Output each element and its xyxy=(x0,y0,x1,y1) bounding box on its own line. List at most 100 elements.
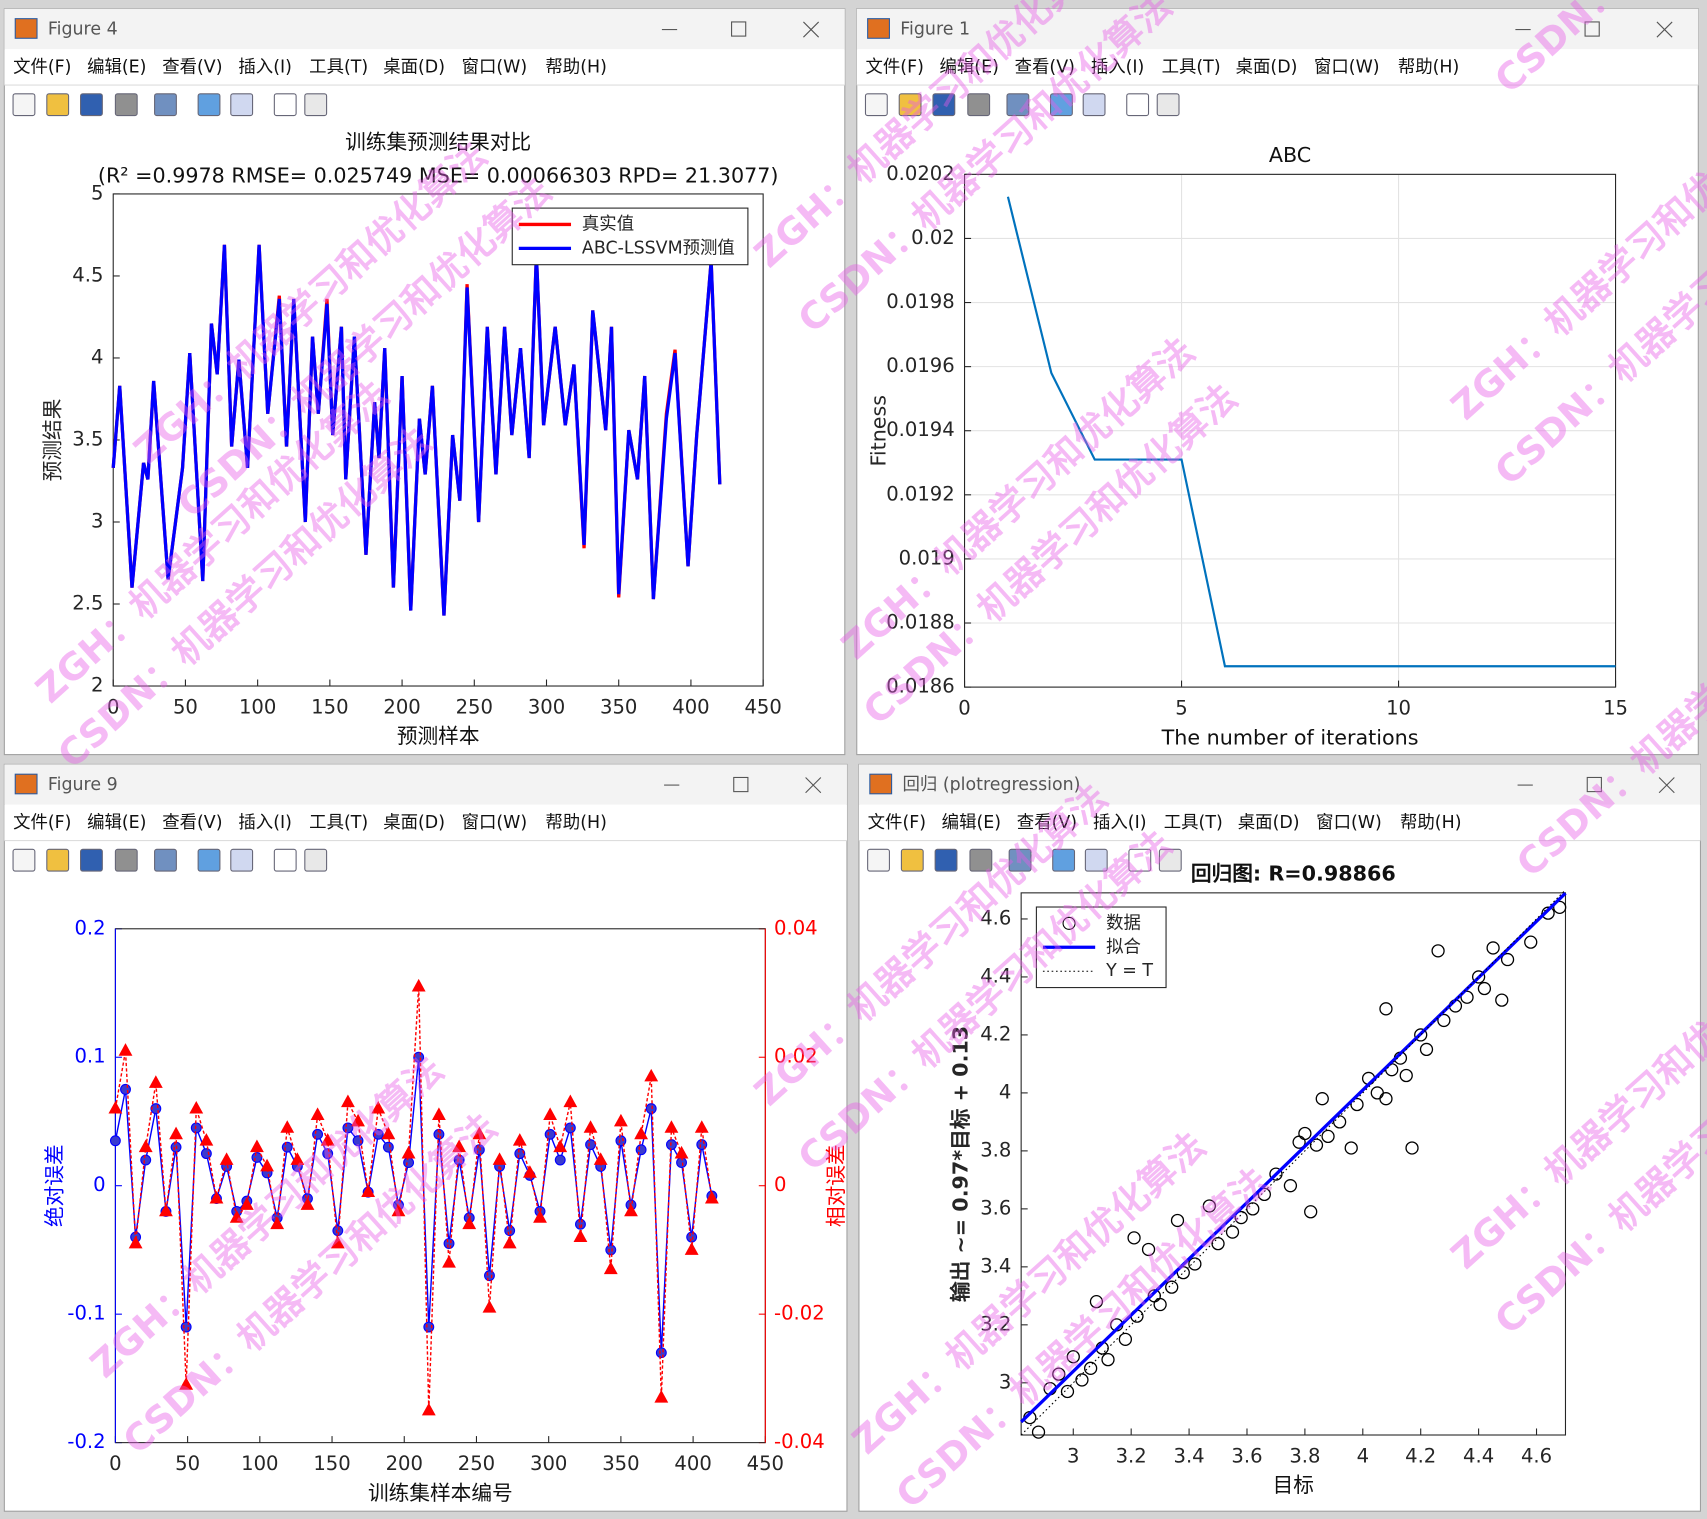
marker xyxy=(613,1113,628,1127)
toolbar-button[interactable] xyxy=(273,848,297,872)
data-point xyxy=(1031,1425,1046,1439)
menu-item[interactable]: 工具(T) xyxy=(309,813,368,833)
menu-item[interactable]: 桌面(D) xyxy=(1238,813,1300,833)
marker xyxy=(179,1377,194,1390)
menu-item[interactable]: 编辑(E) xyxy=(87,58,146,78)
menu-item[interactable]: 插入(I) xyxy=(1093,813,1147,833)
toolbar-button[interactable] xyxy=(114,848,138,872)
x-tick-label: 150 xyxy=(313,1452,350,1475)
menu-bar xyxy=(856,49,1699,86)
menu-item[interactable]: 编辑(E) xyxy=(940,58,999,78)
toolbar-button[interactable] xyxy=(1158,848,1182,872)
toolbar-button[interactable] xyxy=(197,848,221,872)
toolbar-button[interactable] xyxy=(80,848,103,872)
menu-item[interactable]: 文件(F) xyxy=(868,813,926,833)
toolbar-button[interactable] xyxy=(932,93,956,117)
marker xyxy=(281,1141,293,1153)
toolbar-button[interactable] xyxy=(934,848,958,872)
marker xyxy=(504,1225,516,1237)
menu-item[interactable]: 帮助(H) xyxy=(545,58,606,78)
menu-item[interactable]: 窗口(W) xyxy=(462,813,528,833)
marker xyxy=(199,1133,214,1146)
toolbar-button[interactable] xyxy=(154,848,177,872)
close-button[interactable] xyxy=(803,21,820,38)
menu-item[interactable]: 工具(T) xyxy=(1164,813,1223,833)
menu-item[interactable]: 查看(V) xyxy=(1015,58,1075,78)
menu-item[interactable]: 查看(V) xyxy=(1017,813,1077,833)
toolbar-button[interactable] xyxy=(197,93,221,117)
toolbar-button[interactable] xyxy=(1128,848,1152,872)
toolbar-button[interactable] xyxy=(1084,848,1108,872)
menu-item[interactable]: 帮助(H) xyxy=(545,813,606,833)
maximize-button[interactable] xyxy=(1584,21,1600,37)
marker xyxy=(371,1100,386,1114)
toolbar-button[interactable] xyxy=(46,848,70,872)
menu-item[interactable]: 文件(F) xyxy=(13,813,71,833)
toolbar-button[interactable] xyxy=(154,93,177,117)
menu-item[interactable]: 窗口(W) xyxy=(1314,58,1380,78)
menu-item[interactable]: 查看(V) xyxy=(162,58,222,78)
menu-item[interactable]: 编辑(E) xyxy=(87,813,146,833)
toolbar-button[interactable] xyxy=(867,848,890,872)
menu-item[interactable]: 帮助(H) xyxy=(1398,58,1459,78)
close-button[interactable] xyxy=(1658,777,1675,794)
toolbar-button[interactable] xyxy=(114,93,138,117)
menu-item[interactable]: 桌面(D) xyxy=(383,58,445,78)
toolbar-button[interactable] xyxy=(1126,93,1150,117)
toolbar-button[interactable] xyxy=(898,93,922,117)
toolbar-button[interactable] xyxy=(230,848,254,872)
menu-item[interactable]: 窗口(W) xyxy=(1316,813,1382,833)
menu-item[interactable]: 窗口(W) xyxy=(462,58,528,78)
legend-label: 拟合 xyxy=(1106,937,1141,957)
marker xyxy=(322,1148,334,1160)
data-point xyxy=(1165,1280,1179,1294)
y-tick-label: 4.5 xyxy=(72,263,103,286)
menu-item[interactable]: 查看(V) xyxy=(162,813,222,833)
x-tick-label: 250 xyxy=(456,695,493,718)
menu-item[interactable]: 桌面(D) xyxy=(383,813,445,833)
y-axis-label: 绝对误差 xyxy=(43,1144,67,1227)
toolbar-button[interactable] xyxy=(46,93,70,117)
x-tick-label: 4 xyxy=(1357,1444,1369,1467)
menu-item[interactable]: 帮助(H) xyxy=(1400,813,1461,833)
toolbar-button[interactable] xyxy=(230,93,254,117)
menu-item[interactable]: 插入(I) xyxy=(1091,58,1145,78)
maximize-button[interactable] xyxy=(733,776,749,793)
title-bar xyxy=(4,764,847,805)
menu-item[interactable]: 工具(T) xyxy=(1162,58,1221,78)
menu-item[interactable]: 插入(I) xyxy=(238,813,292,833)
y-tick-label: 0.0188 xyxy=(886,611,955,634)
toolbar-button[interactable] xyxy=(12,848,36,872)
menu-item[interactable]: 编辑(E) xyxy=(942,813,1001,833)
toolbar-button[interactable] xyxy=(1050,93,1073,117)
toolbar-button[interactable] xyxy=(12,93,36,117)
toolbar-button[interactable] xyxy=(80,93,103,117)
menu-item[interactable]: 插入(I) xyxy=(238,58,292,78)
x-tick-label: 200 xyxy=(386,1452,423,1475)
toolbar-button[interactable] xyxy=(1156,93,1180,117)
toolbar-button[interactable] xyxy=(273,93,297,117)
data-point xyxy=(1477,981,1492,996)
y-tick-label: -0.2 xyxy=(67,1430,105,1453)
maximize-button[interactable] xyxy=(1586,776,1602,793)
toolbar-button[interactable] xyxy=(304,93,328,117)
toolbar-button[interactable] xyxy=(1082,93,1106,117)
toolbar-button[interactable] xyxy=(1008,848,1032,872)
maximize-button[interactable] xyxy=(731,21,747,37)
data-point xyxy=(1060,1384,1075,1399)
toolbar-button[interactable] xyxy=(1006,93,1030,117)
toolbar-button[interactable] xyxy=(969,848,993,872)
menu-item[interactable]: 文件(F) xyxy=(865,58,923,78)
toolbar-button[interactable] xyxy=(1052,848,1076,872)
menu-item[interactable]: 工具(T) xyxy=(309,58,368,78)
toolbar-button[interactable] xyxy=(900,848,924,872)
toolbar-button[interactable] xyxy=(304,848,328,872)
toolbar-button[interactable] xyxy=(967,93,991,117)
menu-item[interactable]: 文件(F) xyxy=(13,58,71,78)
toolbar-button[interactable] xyxy=(864,93,888,117)
menu-item[interactable]: 桌面(D) xyxy=(1236,58,1298,78)
close-button[interactable] xyxy=(1656,21,1673,38)
close-button[interactable] xyxy=(805,777,822,794)
marker xyxy=(320,1133,335,1146)
marker xyxy=(351,1113,365,1127)
